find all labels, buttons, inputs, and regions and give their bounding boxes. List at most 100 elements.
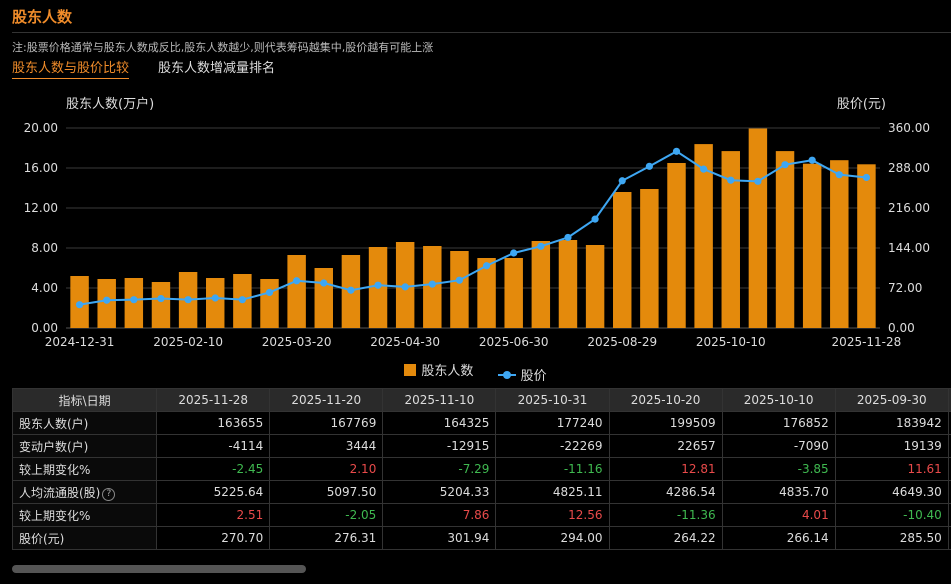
- price-point: [482, 262, 491, 270]
- right-axis-title: 股价(元): [837, 97, 886, 112]
- x-tick-label: 2025-11-28: [832, 335, 902, 349]
- price-point: [754, 177, 762, 185]
- table-cell: 270.70: [156, 526, 271, 550]
- right-tick-label: 72.00: [888, 281, 922, 295]
- right-tick-label: 288.00: [888, 161, 930, 175]
- x-tick-label: 2025-02-10: [153, 335, 223, 349]
- legend-item-holders[interactable]: 股东人数: [404, 360, 473, 379]
- holder-bar: [585, 245, 605, 328]
- table-cell: 164325: [382, 411, 497, 435]
- right-tick-label: 0.00: [888, 321, 915, 335]
- table-cell: 199509: [608, 411, 723, 435]
- table-cell: 285.50: [834, 526, 949, 550]
- row-label: 股价(元): [12, 526, 158, 550]
- holder-bar: [504, 258, 523, 328]
- left-tick-label: 12.00: [24, 201, 58, 215]
- holder-bar: [314, 268, 333, 328]
- price-point: [808, 156, 816, 164]
- price-point: [455, 276, 464, 284]
- table-cell: -22269: [495, 434, 610, 458]
- holder-bar: [775, 151, 795, 328]
- table-cell: 19139: [834, 434, 949, 458]
- x-tick-label: 2024-12-31: [45, 335, 115, 349]
- price-point: [401, 283, 409, 291]
- table-header-row: 指标\日期 2025-11-28 2025-11-20 2025-11-10 2025-…: [12, 388, 951, 412]
- table-row: 较上期变化% -2.45 2.10 -7.29 -11.16 12.81 -3.85 11.6…: [12, 457, 951, 481]
- table-cell: 2.51: [156, 503, 271, 527]
- date-column-header: 2025-11-28: [156, 388, 271, 412]
- table-cell: 183942: [834, 411, 949, 435]
- holder-bar: [531, 241, 551, 328]
- price-point: [727, 176, 735, 184]
- price-point: [618, 177, 626, 185]
- x-tick-label: 2025-04-30: [370, 335, 440, 349]
- holder-data-table: 指标\日期 2025-11-28 2025-11-20 2025-11-10 2025-…: [12, 388, 951, 562]
- price-point: [428, 280, 436, 288]
- row-label: 较上期变化%: [12, 503, 158, 527]
- holder-bar: [667, 163, 686, 328]
- holder-bar: [857, 164, 876, 328]
- table-cell: 11.61: [834, 457, 949, 481]
- price-point: [862, 173, 871, 182]
- chart-legend: 股东人数 股价: [0, 360, 951, 384]
- price-point: [537, 242, 545, 250]
- tab-holder-change-ranking[interactable]: 股东人数增减量排名: [158, 61, 276, 76]
- table-cell: 177240: [495, 411, 610, 435]
- x-tick-label: 2025-06-30: [479, 335, 549, 349]
- holder-bar: [830, 160, 849, 328]
- holder-bar: [748, 128, 768, 328]
- help-icon[interactable]: ?: [102, 487, 116, 501]
- price-point: [591, 215, 599, 223]
- legend-label-price: 股价: [520, 369, 547, 384]
- table-cell: 276.31: [269, 526, 384, 550]
- date-column-header: 2025-10-31: [495, 388, 610, 412]
- left-tick-label: 4.00: [31, 281, 58, 295]
- table-cell: 167769: [269, 411, 384, 435]
- holder-bar: [450, 251, 469, 328]
- table-cell: 5225.64: [156, 480, 271, 504]
- holder-bar: [694, 144, 713, 328]
- holder-bar: [802, 163, 822, 328]
- date-column-header: 2025-10-20: [608, 388, 723, 412]
- table-cell: 3444: [269, 434, 384, 458]
- price-point: [781, 161, 789, 169]
- table-cell: -3.85: [721, 457, 836, 481]
- row-label: 人均流通股(股)?: [12, 480, 158, 504]
- row-label: 较上期变化%: [12, 457, 158, 481]
- table-cell: 12.56: [495, 503, 610, 527]
- right-tick-label: 144.00: [888, 241, 930, 255]
- date-column-header: 2025-11-10: [382, 388, 497, 412]
- table-cell: 5097.50: [269, 480, 384, 504]
- table-row: 股东人数(户) 163655 167769 164325 177240 199509 176…: [12, 411, 951, 435]
- table-cell: 4.01: [721, 503, 836, 527]
- row-label: 股东人数(户): [12, 411, 158, 435]
- x-tick-label: 2025-10-10: [696, 335, 766, 349]
- right-tick-label: 216.00: [888, 201, 930, 215]
- table-row: 股价(元) 270.70 276.31 301.94 294.00 264.22 266.1…: [12, 526, 951, 550]
- table-cell: 7.86: [382, 503, 497, 527]
- tab-holder-vs-price[interactable]: 股东人数与股价比较: [12, 57, 130, 79]
- holder-bar: [640, 189, 659, 328]
- table-row: 变动户数(户) -4114 3444 -12915 -22269 22657 -7090 19…: [12, 434, 951, 458]
- table-cell: 163655: [156, 411, 271, 435]
- table-scroll-area[interactable]: 指标\日期 2025-11-28 2025-11-20 2025-11-10 2025-…: [12, 388, 951, 562]
- table-cell: -7.29: [382, 457, 497, 481]
- title-divider: [12, 32, 951, 33]
- table-cell: -2.45: [156, 457, 271, 481]
- x-tick-label: 2025-03-20: [262, 335, 332, 349]
- price-point: [157, 294, 165, 303]
- price-point: [75, 301, 84, 309]
- table-cell: 176852: [721, 411, 836, 435]
- table-cell: 5204.33: [382, 480, 497, 504]
- table-cell: 318.02: [947, 526, 951, 550]
- horizontal-scrollbar[interactable]: [12, 565, 306, 573]
- table-row: 人均流通股(股)? 5225.64 5097.50 5204.33 4825.11 428…: [12, 480, 951, 504]
- holder-bar: [613, 192, 632, 328]
- holder-bar: [260, 279, 279, 328]
- table-cell: 264.22: [608, 526, 723, 550]
- legend-item-price[interactable]: 股价: [497, 365, 547, 384]
- table-cell: -12915: [382, 434, 497, 458]
- price-point: [103, 296, 111, 304]
- price-point: [238, 296, 246, 304]
- info-note: 注:股票价格通常与股东人数成反比,股东人数越少,则代表筹码越集中,股价越有可能上…: [12, 41, 434, 54]
